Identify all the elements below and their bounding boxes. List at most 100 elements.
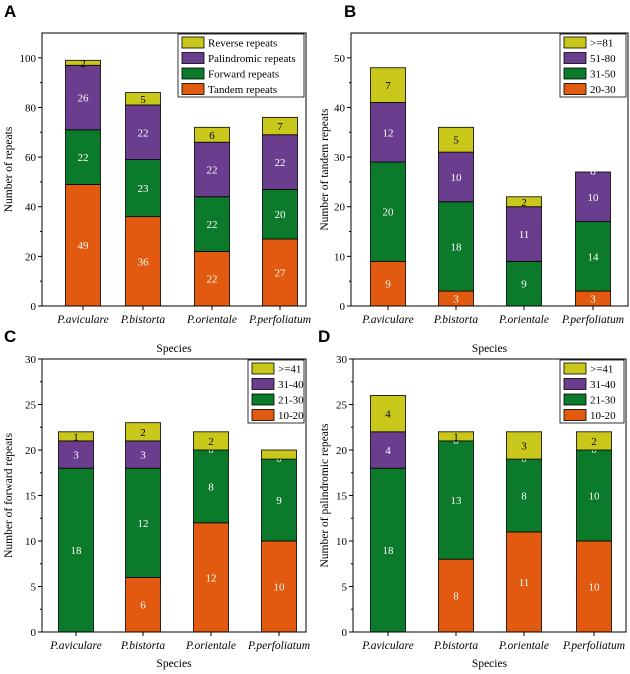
legend-swatch xyxy=(251,362,275,375)
legend-entry: 21-30 xyxy=(278,395,304,407)
panel-label-a: A xyxy=(4,2,16,21)
legend-entry: 51-80 xyxy=(590,53,616,65)
legend-entry: 31-40 xyxy=(278,379,304,391)
y-tick-label: 15 xyxy=(25,491,37,503)
data-label: 7 xyxy=(277,121,283,133)
x-axis-title: Species xyxy=(472,343,508,355)
y-tick-label: 25 xyxy=(336,400,348,412)
y-tick-label: 20 xyxy=(25,251,37,263)
data-label: 3 xyxy=(140,450,146,462)
y-tick-label: 50 xyxy=(334,53,346,65)
data-label: 12 xyxy=(138,518,149,530)
bar-segment xyxy=(438,151,474,203)
bar-segment xyxy=(125,422,161,442)
data-label: 2 xyxy=(521,197,527,209)
y-tick-label: 30 xyxy=(336,354,348,366)
legend-swatch xyxy=(181,67,205,80)
x-tick-label: P.orientale xyxy=(186,314,237,326)
data-label: 1 xyxy=(453,431,459,443)
bar-segment xyxy=(125,467,161,578)
bar-segment xyxy=(506,196,542,208)
legend-entry: 10-20 xyxy=(590,410,616,422)
y-tick-label: 30 xyxy=(334,152,346,164)
data-label: 18 xyxy=(451,241,463,253)
data-label: 9 xyxy=(385,279,391,291)
legend-entry: >=81 xyxy=(590,38,613,50)
bar-segment xyxy=(370,394,406,433)
y-tick-label: 100 xyxy=(20,53,37,65)
bar-segment xyxy=(193,522,229,633)
bar-segment xyxy=(262,134,298,190)
y-tick-label: 0 xyxy=(31,627,37,639)
legend-swatch xyxy=(563,378,587,390)
bar-segment xyxy=(58,467,94,633)
x-axis-title: Species xyxy=(472,658,508,670)
legend-swatch xyxy=(563,36,587,49)
y-tick-label: 80 xyxy=(25,102,37,114)
data-label: 10 xyxy=(451,172,463,184)
data-label: 12 xyxy=(206,572,217,584)
data-label: 36 xyxy=(138,256,150,268)
data-label: 10 xyxy=(588,192,600,204)
bar-segment xyxy=(261,458,297,542)
data-label: 1 xyxy=(73,431,79,443)
data-label: 22 xyxy=(78,152,89,164)
x-tick-label: P.bistorta xyxy=(120,314,165,326)
legend-swatch xyxy=(563,67,587,80)
y-tick-label: 30 xyxy=(25,354,37,366)
data-label: 6 xyxy=(140,600,146,612)
data-label: 10 xyxy=(274,582,286,594)
bar-segment xyxy=(262,116,298,136)
y-axis-title: Number of tandem repeats xyxy=(319,108,331,231)
x-tick-label: P.bistorta xyxy=(120,640,165,652)
bar-segment xyxy=(262,238,298,307)
data-label: 23 xyxy=(138,183,150,195)
legend-entry: >=41 xyxy=(278,364,301,376)
legend: >=41 31-40 21-30 10-20 xyxy=(559,359,625,424)
data-label: 22 xyxy=(207,219,218,231)
x-tick-label: P.aviculare xyxy=(361,640,413,652)
x-axis-title: Species xyxy=(156,343,192,355)
data-label: 11 xyxy=(519,229,530,241)
data-label: 22 xyxy=(275,157,286,169)
bar-segment xyxy=(193,449,229,524)
data-label: 10 xyxy=(589,582,601,594)
y-tick-label: 5 xyxy=(342,582,348,594)
legend-swatch xyxy=(181,83,205,95)
bar-segment xyxy=(125,440,161,469)
bar-segment xyxy=(506,206,542,262)
data-label: 14 xyxy=(588,251,600,263)
legend-entry: 31-40 xyxy=(590,379,616,391)
panel-label-c: C xyxy=(4,327,16,346)
chart-panel-d: D01844P.aviculare81301P.bistorta11803P.o… xyxy=(318,327,627,670)
bar-segment xyxy=(575,221,611,292)
bar-segment xyxy=(575,171,611,223)
data-label: 18 xyxy=(71,545,83,557)
legend-entry: 31-50 xyxy=(590,69,616,81)
bar-segment xyxy=(438,431,474,442)
bar-segment xyxy=(125,92,161,106)
data-label: 7 xyxy=(385,80,391,92)
data-label: 10 xyxy=(589,491,601,503)
x-tick-label: P.orientale xyxy=(498,640,549,652)
data-label: 3 xyxy=(453,294,459,306)
legend-swatch xyxy=(563,83,587,95)
bar-segment xyxy=(506,458,542,533)
legend-entry: 20-30 xyxy=(590,84,616,96)
legend-swatch xyxy=(563,393,587,406)
legend-entry: Forward repeats xyxy=(208,69,279,81)
x-tick-label: P.bistorta xyxy=(433,314,478,326)
legend: >=41 31-40 21-30 10-20 xyxy=(247,359,305,424)
legend-swatch xyxy=(251,378,275,390)
data-label: 20 xyxy=(275,209,287,221)
legend-swatch xyxy=(563,52,587,64)
plot-frame xyxy=(350,32,629,307)
legend-swatch xyxy=(251,409,275,421)
data-label: 9 xyxy=(276,495,282,507)
bar-segment xyxy=(58,431,94,442)
chart-panel-c: C01831P.aviculare61232P.bistorta12802P.o… xyxy=(3,327,310,670)
bar-segment xyxy=(438,558,474,633)
y-axis-title: Number of forward repeats xyxy=(3,433,15,558)
legend-entry: Tandem repeats xyxy=(208,84,277,96)
